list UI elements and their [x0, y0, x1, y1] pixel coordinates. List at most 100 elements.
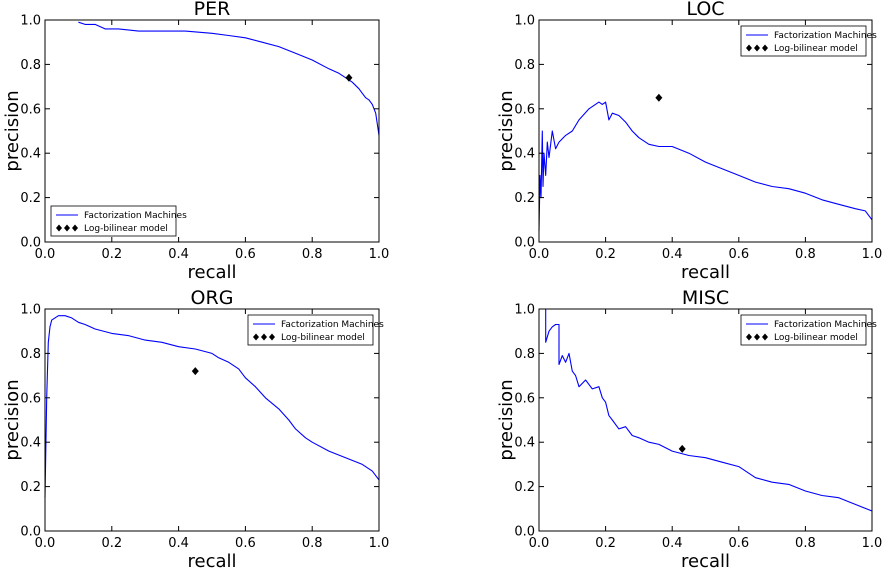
x-tick-label: 1.0: [369, 247, 390, 262]
y-tick-label: 0.0: [20, 525, 41, 540]
legend-diamond-icon: [253, 333, 259, 341]
y-tick-label: 1.0: [20, 14, 41, 29]
x-axis-label: recall: [681, 551, 730, 568]
x-tick-label: 0.4: [168, 247, 189, 262]
data-point-log-bilinear: [345, 73, 353, 82]
x-tick-label: 1.0: [862, 247, 883, 262]
legend-label: Log-bilinear model: [281, 333, 365, 343]
x-tick-label: 0.8: [795, 536, 816, 551]
y-tick-label: 0.8: [20, 347, 41, 362]
legend-diamond-icon: [762, 44, 768, 52]
plot-frame: [538, 308, 873, 532]
y-tick-label: 0.4: [514, 147, 535, 162]
x-tick-label: 0.2: [595, 536, 616, 551]
legend-box: [247, 314, 374, 346]
data-point-log-bilinear: [191, 367, 199, 376]
y-tick-label: 0.2: [514, 480, 535, 495]
legend-diamond-icon: [746, 333, 752, 341]
legend-label: Log-bilinear model: [84, 224, 168, 234]
chart-per: PER 0.0 0.2 0.4 0.6 0.8 1.0 0.0 0.2 0.4 0.6 0.8 1.0 r…: [2, 0, 389, 283]
x-tick-label: 0.6: [235, 536, 256, 551]
x-axis-label: recall: [187, 551, 236, 568]
chart-org: ORG 0.0 0.2 0.4 0.6 0.8 1.0 0.0 0.2 0.4 0.6 0.8 1.0 r…: [2, 287, 389, 568]
x-tick-label: 0.0: [35, 247, 56, 262]
series-line-factorization-machines: [44, 315, 380, 498]
x-tick-label: 0.6: [728, 536, 749, 551]
legend-diamond-icon: [746, 44, 752, 52]
x-tick-label: 0.0: [35, 536, 56, 551]
y-tick-label: 0.6: [20, 102, 41, 117]
legend-label: Log-bilinear model: [774, 44, 858, 54]
chart-title: ORG: [191, 287, 234, 309]
x-tick-label: 0.4: [662, 247, 683, 262]
x-tick-label: 0.2: [101, 247, 122, 262]
x-axis-label: recall: [681, 262, 730, 283]
y-tick-label: 0.6: [514, 102, 535, 117]
chart-title: PER: [194, 0, 231, 20]
y-axis-label: precision: [496, 379, 517, 460]
legend-box: [50, 205, 177, 237]
data-point-log-bilinear: [655, 93, 663, 102]
chart-misc: MISC 0.0 0.2 0.4 0.6 0.8 1.0 0.0 0.2 0.4 0.6 0.8 1.0…: [496, 287, 882, 568]
y-tick-label: 0.8: [514, 347, 535, 362]
x-tick-label: 0.8: [302, 536, 323, 551]
legend-label: Factorization Machines: [84, 211, 187, 221]
series-line-factorization-machines: [545, 309, 873, 512]
chart-title: LOC: [686, 0, 724, 20]
chart-title: MISC: [682, 287, 729, 309]
legend-label: Log-bilinear model: [774, 333, 858, 343]
legend: Factorization Machines Log-bilinear model: [50, 205, 187, 237]
y-tick-label: 0.2: [20, 480, 41, 495]
legend-diamond-icon: [56, 224, 62, 232]
legend-label: Factorization Machines: [774, 31, 877, 41]
y-tick-label: 0.2: [514, 191, 535, 206]
y-tick-label: 0.6: [514, 391, 535, 406]
y-tick-label: 0.8: [514, 58, 535, 73]
y-tick-label: 0.0: [514, 236, 535, 251]
legend-diamond-icon: [754, 44, 760, 52]
y-tick-label: 1.0: [514, 303, 535, 318]
y-tick-label: 0.4: [20, 147, 41, 162]
y-axis-label: precision: [2, 90, 23, 171]
series-line-factorization-machines: [78, 21, 380, 136]
y-tick-label: 0.4: [514, 436, 535, 451]
x-tick-label: 1.0: [862, 536, 883, 551]
plot-frame: [44, 308, 380, 532]
legend-box: [740, 25, 867, 57]
y-tick-label: 1.0: [514, 14, 535, 29]
x-tick-label: 1.0: [369, 536, 390, 551]
legend-diamond-icon: [64, 224, 70, 232]
legend: Factorization Machines Log-bilinear model: [247, 314, 384, 346]
legend: Factorization Machines Log-bilinear model: [740, 314, 877, 346]
y-tick-label: 0.2: [20, 191, 41, 206]
x-tick-label: 0.6: [728, 247, 749, 262]
legend-diamond-icon: [72, 224, 78, 232]
chart-loc: LOC 0.0 0.2 0.4 0.6 0.8 1.0 0.0 0.2 0.4 0.6 0.8 1.0 r…: [496, 0, 882, 283]
y-axis-label: precision: [2, 379, 23, 460]
x-tick-label: 0.2: [101, 536, 122, 551]
x-tick-label: 0.4: [662, 536, 683, 551]
x-tick-label: 0.2: [595, 247, 616, 262]
plot-frame: [44, 19, 380, 243]
legend-box: [740, 314, 867, 346]
y-axis-label: precision: [496, 90, 517, 171]
legend-diamond-icon: [754, 333, 760, 341]
x-tick-label: 0.6: [235, 247, 256, 262]
legend-label: Factorization Machines: [774, 320, 877, 330]
x-tick-label: 0.0: [529, 536, 550, 551]
x-tick-label: 0.8: [302, 247, 323, 262]
y-tick-label: 0.6: [20, 391, 41, 406]
x-tick-label: 0.8: [795, 247, 816, 262]
x-tick-label: 0.0: [529, 247, 550, 262]
y-tick-label: 0.0: [20, 236, 41, 251]
y-tick-label: 0.8: [20, 58, 41, 73]
series-line-factorization-machines: [538, 101, 873, 231]
y-tick-label: 0.0: [514, 525, 535, 540]
x-tick-label: 0.4: [168, 536, 189, 551]
y-tick-label: 1.0: [20, 303, 41, 318]
x-axis-label: recall: [187, 262, 236, 283]
legend: Factorization Machines Log-bilinear model: [740, 25, 877, 57]
plot-frame: [538, 19, 873, 243]
legend-diamond-icon: [261, 333, 267, 341]
